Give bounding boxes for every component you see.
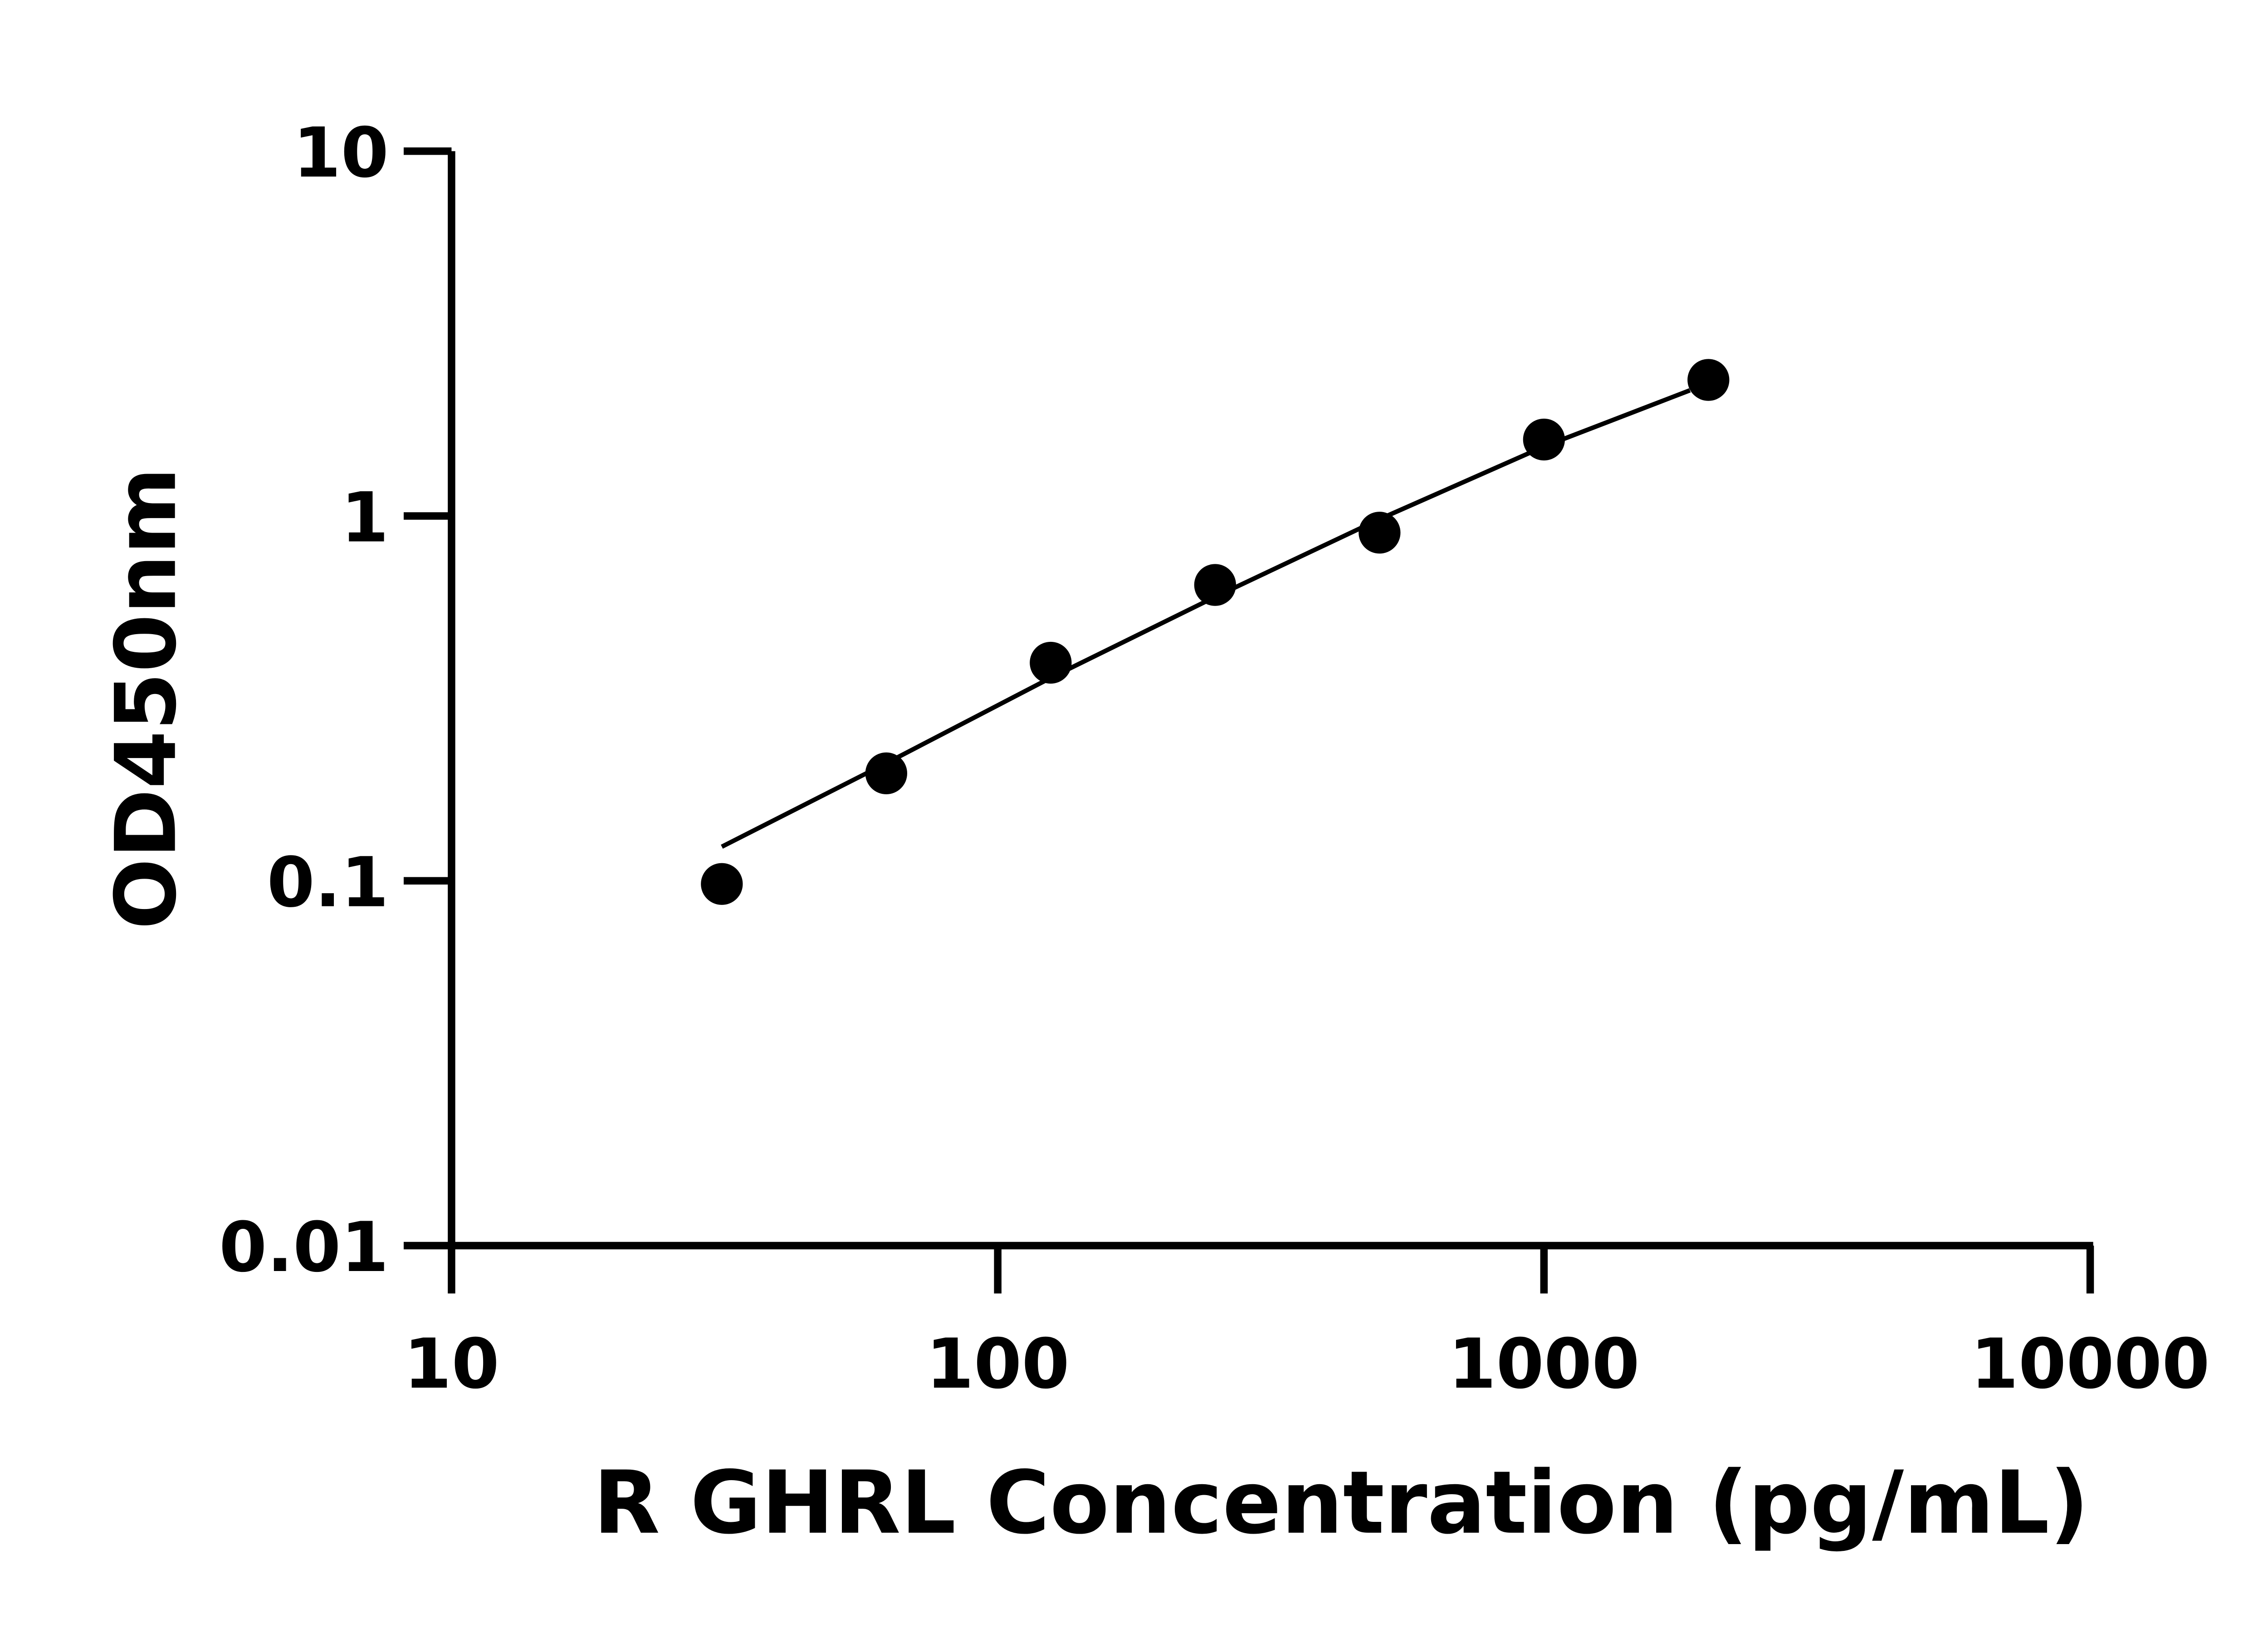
x-tick-label: 1000 bbox=[1448, 1324, 1640, 1404]
y-axis-label: OD450nm bbox=[98, 467, 195, 929]
y-tick-label: 0.1 bbox=[267, 842, 389, 923]
data-point bbox=[701, 863, 743, 905]
data-marks bbox=[701, 359, 1730, 905]
data-point bbox=[865, 752, 907, 795]
data-point bbox=[1359, 512, 1401, 554]
x-axis-label: R GHRL Concentration (pg/mL) bbox=[593, 1453, 2089, 1554]
tick-labels: 10 100 1000 10000 0.01 0.1 1 10 bbox=[219, 112, 2210, 1404]
data-point bbox=[1194, 564, 1236, 606]
y-tick-label: 10 bbox=[293, 112, 389, 193]
x-tick-label: 100 bbox=[926, 1324, 1069, 1404]
axes bbox=[403, 147, 2094, 1294]
data-point bbox=[1523, 418, 1565, 461]
x-tick-label: 10 bbox=[404, 1324, 499, 1404]
y-tick-label: 0.01 bbox=[219, 1207, 389, 1287]
x-tick-label: 10000 bbox=[1970, 1324, 2209, 1404]
data-point bbox=[1687, 359, 1730, 401]
data-point bbox=[1030, 641, 1072, 684]
y-tick-label: 1 bbox=[341, 478, 389, 558]
